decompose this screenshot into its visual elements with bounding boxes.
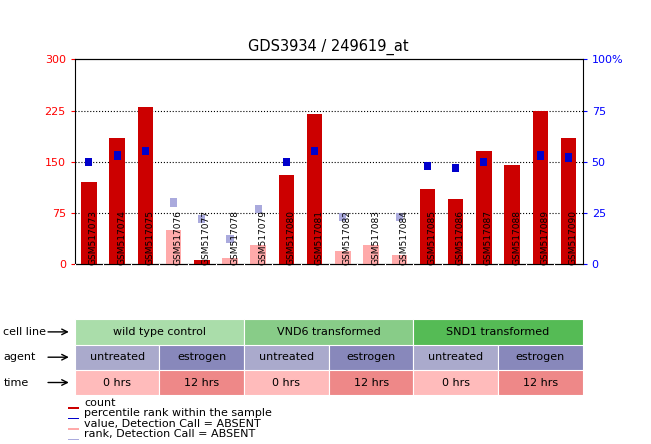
Bar — [452, 164, 459, 172]
Bar — [565, 154, 572, 162]
Text: time: time — [3, 377, 29, 388]
Text: GSM517084: GSM517084 — [399, 210, 408, 266]
Bar — [68, 439, 79, 440]
Text: 12 hrs: 12 hrs — [353, 377, 389, 388]
Text: value, Detection Call = ABSENT: value, Detection Call = ABSENT — [85, 419, 261, 429]
Text: percentile rank within the sample: percentile rank within the sample — [85, 408, 272, 418]
Bar — [68, 428, 79, 430]
Bar — [159, 345, 244, 370]
Bar — [391, 255, 407, 264]
Text: GSM517078: GSM517078 — [230, 210, 239, 266]
Bar — [170, 198, 177, 206]
Text: GSM517090: GSM517090 — [568, 210, 577, 266]
Bar — [251, 245, 266, 264]
Bar — [363, 245, 379, 264]
Bar — [498, 370, 583, 395]
Text: GSM517082: GSM517082 — [343, 210, 352, 266]
Text: rank, Detection Call = ABSENT: rank, Detection Call = ABSENT — [85, 429, 256, 439]
Text: 0 hrs: 0 hrs — [441, 377, 470, 388]
Bar — [537, 151, 544, 159]
Bar — [339, 213, 346, 221]
Bar — [194, 260, 210, 264]
Bar — [159, 370, 244, 395]
Bar — [255, 205, 262, 213]
Text: GSM517077: GSM517077 — [202, 210, 211, 266]
Bar — [166, 230, 182, 264]
Bar — [424, 162, 431, 170]
Bar — [311, 147, 318, 155]
Text: GSM517081: GSM517081 — [314, 210, 324, 266]
Bar — [420, 189, 436, 264]
Text: agent: agent — [3, 352, 36, 362]
Bar — [75, 345, 159, 370]
Text: 12 hrs: 12 hrs — [523, 377, 558, 388]
Text: GSM517085: GSM517085 — [428, 210, 436, 266]
Bar — [81, 182, 97, 264]
Bar — [307, 114, 322, 264]
Bar — [75, 370, 159, 395]
Bar — [279, 175, 294, 264]
Bar — [413, 345, 498, 370]
Bar — [476, 151, 492, 264]
Text: SND1 transformed: SND1 transformed — [447, 327, 549, 337]
Text: GSM517074: GSM517074 — [117, 210, 126, 266]
Bar — [329, 370, 413, 395]
Bar — [227, 235, 234, 243]
Bar — [533, 111, 548, 264]
Text: VND6 transformed: VND6 transformed — [277, 327, 381, 337]
Text: GSM517076: GSM517076 — [174, 210, 182, 266]
Text: estrogen: estrogen — [516, 352, 565, 362]
Text: 0 hrs: 0 hrs — [272, 377, 301, 388]
Bar — [244, 345, 329, 370]
Text: GSM517083: GSM517083 — [371, 210, 380, 266]
Bar — [199, 215, 205, 223]
Bar — [498, 345, 583, 370]
Bar — [335, 251, 351, 264]
Bar — [329, 345, 413, 370]
Text: GSM517088: GSM517088 — [512, 210, 521, 266]
Bar — [137, 107, 153, 264]
Bar — [244, 319, 413, 345]
Text: GSM517079: GSM517079 — [258, 210, 267, 266]
Bar — [396, 213, 403, 221]
Bar — [448, 199, 464, 264]
Bar — [222, 258, 238, 264]
Text: estrogen: estrogen — [346, 352, 396, 362]
Bar — [283, 158, 290, 166]
Bar — [244, 370, 329, 395]
Bar — [142, 147, 149, 155]
Text: count: count — [85, 398, 116, 408]
Text: untreated: untreated — [428, 352, 483, 362]
Bar — [480, 158, 488, 166]
Text: cell line: cell line — [3, 327, 46, 337]
Bar — [413, 370, 498, 395]
Bar — [68, 418, 79, 420]
Text: GSM517073: GSM517073 — [89, 210, 98, 266]
Bar — [114, 151, 120, 159]
Bar — [505, 165, 520, 264]
Bar — [413, 319, 583, 345]
Text: GDS3934 / 249619_at: GDS3934 / 249619_at — [249, 39, 409, 55]
Bar — [68, 408, 79, 409]
Bar — [109, 138, 125, 264]
Text: 12 hrs: 12 hrs — [184, 377, 219, 388]
Bar — [561, 138, 576, 264]
Text: GSM517075: GSM517075 — [145, 210, 154, 266]
Text: GSM517086: GSM517086 — [456, 210, 465, 266]
Bar — [85, 158, 92, 166]
Text: 0 hrs: 0 hrs — [103, 377, 132, 388]
Bar — [75, 319, 244, 345]
Text: untreated: untreated — [259, 352, 314, 362]
Text: untreated: untreated — [90, 352, 145, 362]
Text: GSM517087: GSM517087 — [484, 210, 493, 266]
Text: GSM517080: GSM517080 — [286, 210, 296, 266]
Text: wild type control: wild type control — [113, 327, 206, 337]
Text: estrogen: estrogen — [177, 352, 227, 362]
Text: GSM517089: GSM517089 — [540, 210, 549, 266]
